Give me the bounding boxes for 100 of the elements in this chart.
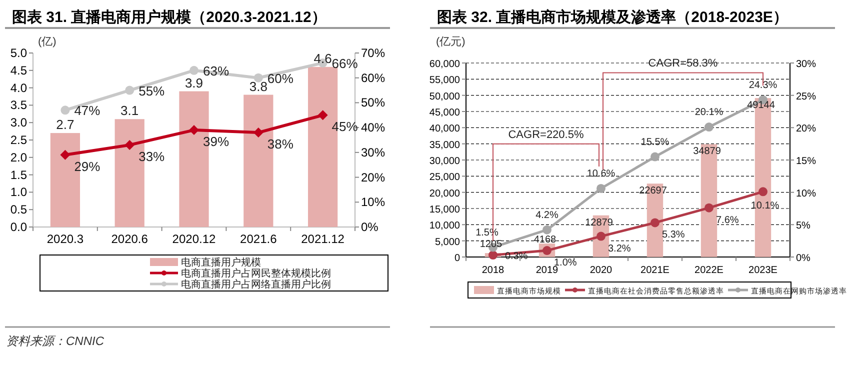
y-tick-label: 1.5: [10, 168, 28, 182]
data-label: 3.2%: [608, 243, 631, 254]
y2-tick-label: 25%: [796, 91, 816, 102]
point: [318, 110, 328, 120]
point: [60, 106, 70, 115]
point: [596, 232, 606, 241]
x-tick-label: 2021.6: [240, 232, 278, 246]
data-label: 24.3%: [748, 80, 778, 91]
y-tick-label: 10,000: [429, 220, 460, 232]
point: [190, 66, 198, 75]
y2-tick-label: 10%: [796, 188, 816, 200]
data-label: 3.9: [184, 75, 204, 90]
y-tick-label: 5,000: [434, 236, 460, 248]
legend-label: 电商直播用户规模: [181, 256, 261, 268]
y-tick-label: 35,000: [429, 140, 460, 151]
y-tick-label: 4.0: [10, 80, 28, 95]
point: [125, 86, 134, 95]
data-label: 47%: [74, 103, 101, 118]
data-label: 39%: [203, 134, 230, 150]
annotation: CAGR=220.5%: [508, 128, 584, 141]
y-tick-label: 45,000: [429, 108, 460, 118]
data-label: 60%: [267, 70, 294, 86]
y-tick-label: 4.5: [10, 63, 28, 78]
y-tick-label: 3.0: [10, 116, 28, 130]
x-tick-label: 2022E: [694, 265, 724, 276]
x-tick-label: 2019: [536, 265, 559, 276]
chart-title: 图表 31. 直播电商用户规模（2020.3-2021.12）: [12, 8, 326, 26]
data-label: 10.1%: [750, 200, 780, 212]
data-label: 4168: [534, 234, 557, 246]
y-tick-label: 0.5: [10, 202, 28, 217]
data-label: 38%: [267, 136, 294, 152]
point: [253, 128, 264, 138]
data-label: 22697: [639, 186, 668, 197]
legend-label: 电商直播用户占网民整体规模比例: [181, 268, 331, 280]
y-tick-label: 55,000: [429, 75, 460, 86]
data-label: 63%: [203, 63, 230, 78]
y-axis-title: (亿元): [436, 36, 466, 48]
x-tick-label: 2020.3: [46, 232, 84, 246]
point: [704, 203, 714, 212]
x-tick-label: 2021E: [640, 265, 670, 276]
y2-tick-label: 10%: [361, 195, 386, 210]
y2-tick-label: 5%: [796, 220, 811, 232]
y-tick-label: 2.5: [10, 133, 28, 147]
x-tick-label: 2018: [482, 265, 505, 276]
point: [704, 122, 714, 132]
data-label: 1205: [480, 239, 503, 250]
point: [650, 152, 660, 162]
data-label: 4.6: [314, 50, 332, 66]
y2-tick-label: 15%: [796, 156, 816, 167]
data-label: 3.8: [249, 78, 268, 94]
data-label: 12879: [585, 217, 614, 228]
point: [758, 187, 768, 196]
data-label: 33%: [138, 148, 166, 164]
x-tick-label: 2020.6: [111, 232, 148, 246]
y2-tick-label: 20%: [796, 124, 816, 135]
data-label: 3.1: [120, 103, 139, 118]
y-axis-title: (亿): [38, 36, 56, 48]
point: [189, 125, 199, 136]
data-label: 66%: [332, 56, 358, 71]
data-label: 7.6%: [716, 214, 739, 226]
y-tick-label: 40,000: [429, 124, 460, 135]
data-label: 29%: [74, 158, 101, 174]
chart-title: 图表 32. 直播电商市场规模及渗透率（2018-2023E）: [437, 8, 788, 26]
y-tick-label: 20,000: [429, 188, 460, 200]
data-label: 2.7: [56, 117, 74, 132]
y2-tick-label: 70%: [361, 46, 386, 60]
data-label: 55%: [138, 83, 166, 98]
y-tick-label: 0.0: [10, 220, 28, 234]
y2-tick-label: 30%: [796, 59, 816, 70]
y-tick-label: 1.0: [10, 185, 28, 200]
point: [650, 218, 660, 228]
data-label: 49144: [747, 100, 776, 112]
data-label: 34879: [693, 146, 722, 158]
y2-tick-label: 50%: [361, 96, 386, 110]
y-tick-label: 2.0: [10, 150, 28, 164]
text: 资料来源：CNNIC: [6, 334, 104, 348]
y2-tick-label: 40%: [361, 120, 386, 135]
y2-tick-label: 30%: [361, 145, 386, 160]
point: [124, 140, 135, 150]
data-label: 4.2%: [536, 210, 559, 221]
y2-tick-label: 60%: [361, 70, 386, 85]
y2-tick-label: 0%: [361, 220, 379, 234]
y-tick-label: 25,000: [429, 172, 460, 184]
y-tick-label: 3.5: [10, 98, 28, 112]
y-tick-label: 60,000: [429, 59, 460, 70]
data-label: 5.3%: [662, 230, 685, 241]
x-tick-label: 2020.12: [172, 232, 216, 246]
x-tick-label: 2023E: [748, 265, 778, 276]
data-label: 45%: [332, 119, 358, 134]
point: [488, 250, 498, 260]
point: [542, 225, 552, 234]
y-tick-label: 30,000: [429, 156, 460, 167]
annotation: CAGR=58.3%: [648, 58, 718, 70]
point: [596, 184, 606, 193]
y-tick-label: 15,000: [429, 204, 460, 216]
x-tick-label: 2020: [590, 265, 613, 276]
y-tick-label: 50,000: [429, 91, 460, 102]
x-tick-label: 2021.12: [301, 232, 345, 246]
point: [60, 150, 70, 160]
y-tick-label: 5.0: [10, 46, 28, 60]
